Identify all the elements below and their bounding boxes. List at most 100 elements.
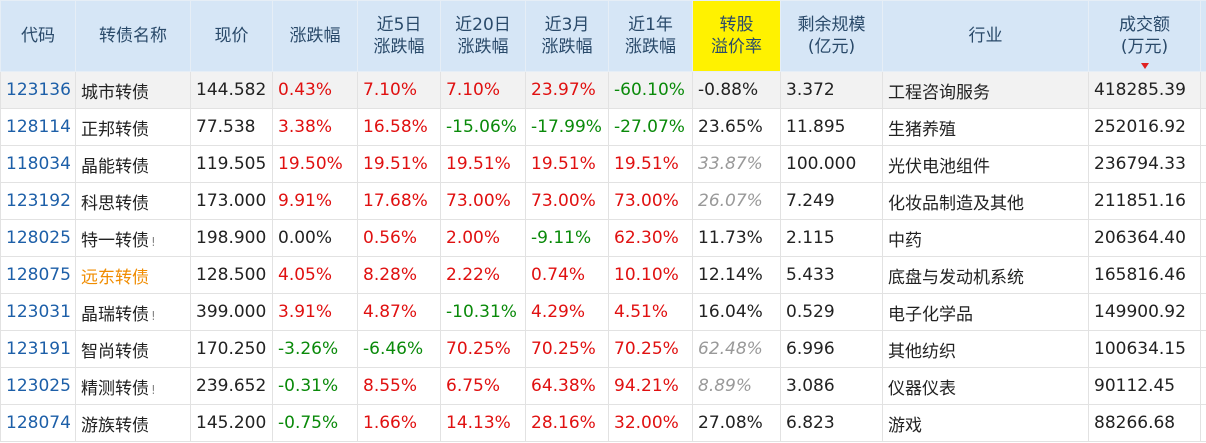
code[interactable]: 118034: [6, 154, 71, 174]
name-cell[interactable]: 精测转债!: [75, 367, 191, 405]
column-header[interactable]: 成交额 (万元): [1088, 0, 1201, 72]
code-cell[interactable]: 123192: [0, 182, 76, 220]
column-header[interactable]: 现价: [190, 0, 273, 72]
header-text: (亿元): [807, 37, 856, 57]
code-cell[interactable]: 118034: [0, 145, 76, 183]
flag: !: [151, 234, 156, 249]
chg20d-cell: 73.00%: [440, 182, 526, 220]
column-header[interactable]: 近3月 涨跌幅: [525, 0, 609, 72]
code-cell[interactable]: 123191: [0, 330, 76, 368]
chg20d-cell: 2.00%: [440, 219, 526, 257]
name[interactable]: 晶能转债: [81, 156, 149, 177]
code-cell[interactable]: 123025: [0, 367, 76, 405]
name-cell[interactable]: 城市转债: [75, 71, 191, 109]
column-header[interactable]: 行业: [882, 0, 1089, 72]
name-cell[interactable]: 特一转债!: [75, 219, 191, 257]
name[interactable]: 特一转债: [81, 230, 149, 251]
name[interactable]: 科思转债: [81, 193, 149, 214]
name-cell[interactable]: 游族转债: [75, 404, 191, 442]
volume: 206364.40: [1094, 228, 1186, 248]
code[interactable]: 128074: [6, 413, 71, 433]
name[interactable]: 正邦转债: [81, 119, 149, 140]
code[interactable]: 123192: [6, 191, 71, 211]
name-cell[interactable]: 正邦转债: [75, 108, 191, 146]
chg1y: 32.00%: [614, 413, 679, 433]
industry-cell: 化妆品制造及其他: [882, 182, 1089, 220]
code-cell[interactable]: 123031: [0, 293, 76, 331]
premium-cell: 27.08%: [692, 404, 781, 442]
column-header[interactable]: 近20日 涨跌幅: [440, 0, 526, 72]
premium: 8.89%: [698, 376, 753, 396]
code[interactable]: 128075: [6, 265, 71, 285]
premium: 12.14%: [698, 265, 763, 285]
code[interactable]: 123136: [6, 80, 71, 100]
change: -0.75%: [278, 413, 339, 433]
change-cell: -3.26%: [272, 330, 358, 368]
name[interactable]: 智尚转债: [81, 341, 149, 362]
code-cell[interactable]: 123136: [0, 71, 76, 109]
name[interactable]: 远东转债: [81, 267, 149, 288]
column-header[interactable]: 转股 溢价率: [692, 0, 781, 72]
industry: 光伏电池组件: [888, 156, 990, 177]
header-text: 涨跌幅: [289, 26, 341, 46]
name-cell[interactable]: 晶瑞转债!: [75, 293, 191, 331]
name-cell[interactable]: 科思转债: [75, 182, 191, 220]
code-cell[interactable]: 128025: [0, 219, 76, 257]
code[interactable]: 128025: [6, 228, 71, 248]
code-cell[interactable]: 128074: [0, 404, 76, 442]
name[interactable]: 游族转债: [81, 415, 149, 436]
column-header[interactable]: 剩余规模 (亿元): [780, 0, 883, 72]
name[interactable]: 城市转债: [81, 82, 149, 103]
change-cell: -0.31%: [272, 367, 358, 405]
chg1y-cell: 10.10%: [608, 256, 693, 294]
volume-cell: 90112.45: [1088, 367, 1201, 405]
price: 128.500: [196, 265, 267, 285]
name[interactable]: 晶瑞转债: [81, 304, 149, 325]
change-cell: 4.05%: [272, 256, 358, 294]
chg1y: 73.00%: [614, 191, 679, 211]
column-header[interactable]: 涨跌幅: [272, 0, 358, 72]
chg3m-cell: 4.29%: [525, 293, 609, 331]
column-header[interactable]: 转债名称: [75, 0, 191, 72]
volume-cell: 252016.92: [1088, 108, 1201, 146]
premium: 11.73%: [698, 228, 763, 248]
chg3m: 70.25%: [531, 339, 596, 359]
column-header[interactable]: 代码: [0, 0, 76, 72]
header-text: 转债名称: [99, 26, 167, 46]
name-cell[interactable]: 智尚转债: [75, 330, 191, 368]
header-text: 代码: [21, 26, 55, 46]
industry: 工程咨询服务: [888, 82, 990, 103]
remaining: 0.529: [786, 302, 835, 322]
remaining-cell: 6.823: [780, 404, 883, 442]
price: 173.000: [196, 191, 267, 211]
code-cell[interactable]: 128114: [0, 108, 76, 146]
table-body: 123136 城市转债 144.582 0.43% 7.10% 7.10% 23.97% -6…: [0, 71, 1206, 442]
name-cell[interactable]: 晶能转债: [75, 145, 191, 183]
chg3m: 0.74%: [531, 265, 586, 285]
code[interactable]: 128114: [6, 117, 71, 137]
chg1y-cell: 94.21%: [608, 367, 693, 405]
volume-cell: 211851.16: [1088, 182, 1201, 220]
chg20d-cell: 19.51%: [440, 145, 526, 183]
flag: !: [151, 308, 156, 323]
column-header[interactable]: 近5日 涨跌幅: [357, 0, 441, 72]
column-header[interactable]: 近1年 涨跌幅: [608, 0, 693, 72]
code-cell[interactable]: 128075: [0, 256, 76, 294]
volume-cell: 165816.46: [1088, 256, 1201, 294]
chg3m-cell: 0.74%: [525, 256, 609, 294]
name-cell[interactable]: 远东转债: [75, 256, 191, 294]
code[interactable]: 123191: [6, 339, 71, 359]
price: 144.582: [196, 80, 267, 100]
header-text: 近5日: [376, 15, 422, 35]
premium-cell: 8.89%: [692, 367, 781, 405]
chg3m: 73.00%: [531, 191, 596, 211]
code[interactable]: 123025: [6, 376, 71, 396]
chg20d: 70.25%: [446, 339, 511, 359]
name[interactable]: 精测转债: [81, 378, 149, 399]
volume: 165816.46: [1094, 265, 1186, 285]
extra-cell: [1200, 71, 1206, 109]
premium-cell: 12.14%: [692, 256, 781, 294]
chg1y-cell: 4.51%: [608, 293, 693, 331]
code[interactable]: 123031: [6, 302, 71, 322]
